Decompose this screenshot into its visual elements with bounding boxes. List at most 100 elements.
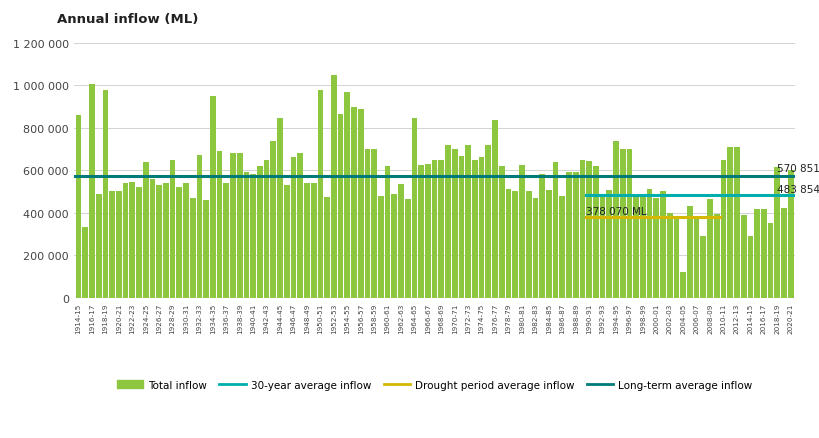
Bar xyxy=(659,192,665,298)
Bar xyxy=(592,166,598,298)
Bar xyxy=(646,190,652,298)
Bar xyxy=(129,183,135,298)
Bar xyxy=(250,175,256,298)
Bar xyxy=(787,171,793,298)
Bar xyxy=(115,192,121,298)
Bar xyxy=(337,115,343,298)
Text: 483 854 ML: 483 854 ML xyxy=(776,184,819,194)
Bar xyxy=(270,141,276,298)
Bar xyxy=(283,186,289,298)
Legend: Total inflow, 30-year average inflow, Drought period average inflow, Long-term a: Total inflow, 30-year average inflow, Dr… xyxy=(112,376,756,394)
Bar xyxy=(243,173,249,298)
Bar xyxy=(230,154,236,298)
Bar xyxy=(525,192,531,298)
Bar xyxy=(143,162,148,298)
Bar xyxy=(747,237,753,298)
Bar xyxy=(760,210,766,298)
Bar xyxy=(599,195,604,298)
Bar xyxy=(411,119,417,298)
Bar xyxy=(485,145,491,298)
Bar xyxy=(89,85,95,298)
Bar xyxy=(424,164,430,298)
Bar xyxy=(491,121,497,298)
Bar xyxy=(310,184,316,298)
Bar xyxy=(458,157,464,298)
Bar xyxy=(237,154,242,298)
Bar xyxy=(256,166,262,298)
Bar xyxy=(586,161,591,298)
Bar xyxy=(190,198,196,298)
Bar xyxy=(572,173,578,298)
Bar xyxy=(264,160,269,298)
Bar xyxy=(183,184,188,298)
Bar xyxy=(773,168,779,298)
Bar xyxy=(156,186,162,298)
Bar xyxy=(351,107,356,298)
Bar xyxy=(565,173,571,298)
Bar xyxy=(706,199,712,298)
Bar xyxy=(559,196,564,298)
Bar xyxy=(613,141,618,298)
Bar xyxy=(210,97,215,298)
Bar xyxy=(686,207,692,298)
Bar xyxy=(693,217,699,298)
Bar xyxy=(619,150,625,298)
Bar xyxy=(136,188,142,298)
Bar xyxy=(445,145,450,298)
Bar xyxy=(432,160,437,298)
Bar xyxy=(733,148,739,298)
Bar xyxy=(176,188,182,298)
Text: Annual inflow (ML): Annual inflow (ML) xyxy=(57,13,198,26)
Bar xyxy=(96,194,102,298)
Bar xyxy=(653,198,658,298)
Bar xyxy=(405,199,410,298)
Bar xyxy=(472,160,477,298)
Bar xyxy=(290,158,296,298)
Bar xyxy=(680,272,686,298)
Bar xyxy=(552,162,558,298)
Bar xyxy=(606,191,612,298)
Bar xyxy=(277,119,283,298)
Bar xyxy=(364,150,370,298)
Bar xyxy=(720,160,726,298)
Bar xyxy=(418,166,423,298)
Bar xyxy=(464,145,470,298)
Bar xyxy=(391,194,396,298)
Bar xyxy=(740,215,745,298)
Bar xyxy=(781,209,786,298)
Bar xyxy=(545,191,551,298)
Bar xyxy=(505,190,511,298)
Bar xyxy=(699,237,705,298)
Bar xyxy=(532,198,537,298)
Bar xyxy=(224,184,229,298)
Bar xyxy=(478,158,484,298)
Bar xyxy=(331,76,337,298)
Bar xyxy=(324,197,329,298)
Bar xyxy=(767,224,772,298)
Bar xyxy=(344,92,350,298)
Text: 570 851 ML: 570 851 ML xyxy=(776,164,819,174)
Bar xyxy=(626,150,631,298)
Bar xyxy=(149,179,155,298)
Bar xyxy=(75,116,81,298)
Bar xyxy=(357,110,363,298)
Bar xyxy=(632,197,638,298)
Bar xyxy=(518,166,524,298)
Bar xyxy=(579,160,585,298)
Bar xyxy=(304,184,310,298)
Bar xyxy=(123,184,129,298)
Bar xyxy=(216,152,222,298)
Text: 378 070 ML: 378 070 ML xyxy=(585,207,645,217)
Bar xyxy=(438,160,444,298)
Bar xyxy=(726,148,732,298)
Bar xyxy=(82,228,88,298)
Bar xyxy=(672,217,678,298)
Bar xyxy=(170,160,175,298)
Bar xyxy=(297,154,303,298)
Bar xyxy=(512,192,518,298)
Bar xyxy=(753,210,759,298)
Bar xyxy=(498,166,504,298)
Bar xyxy=(384,166,390,298)
Bar xyxy=(317,90,323,298)
Bar xyxy=(451,150,457,298)
